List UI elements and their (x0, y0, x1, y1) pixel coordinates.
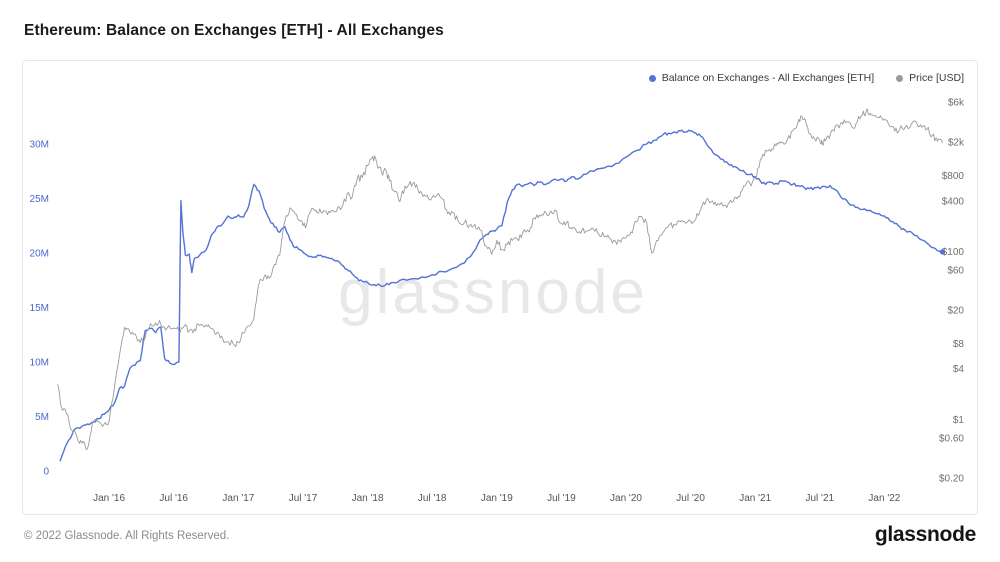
x-axis-tick: Jan '19 (481, 493, 513, 504)
right-axis-tick: $6k (948, 98, 965, 109)
chart-plot-area[interactable]: glassnode 0 5M 10M 15M 20M 25M 30M $0.20 $0.60 $1 $… (23, 61, 977, 514)
x-axis-tick: Jan '21 (739, 493, 771, 504)
x-axis-tick: Jan '18 (352, 493, 384, 504)
x-axis-tick: Jan '16 (93, 493, 125, 504)
chart-legend: Balance on Exchanges - All Exchanges [ET… (648, 72, 964, 84)
right-axis-tick: $0.60 (939, 433, 964, 444)
left-axis-tick: 5M (35, 412, 49, 423)
x-axis-tick: Jul '21 (806, 493, 835, 504)
glassnode-logo[interactable]: glassnode (874, 523, 976, 546)
right-axis-tick: $8 (953, 339, 965, 350)
right-axis-tick: $100 (942, 247, 965, 258)
page-title: Ethereum: Balance on Exchanges [ETH] - A… (24, 22, 444, 39)
series-end-dot (939, 249, 946, 255)
chart-card: glassnode 0 5M 10M 15M 20M 25M 30M $0.20 $0.60 $1 $… (22, 60, 978, 515)
right-axis-tick: $60 (947, 266, 964, 277)
x-axis-tick: Jul '17 (289, 493, 318, 504)
right-axis-tick: $2k (948, 138, 965, 149)
x-axis-tick: Jan '17 (222, 493, 254, 504)
left-axis-tick: 20M (30, 249, 49, 260)
right-axis-tick: $800 (942, 171, 965, 182)
watermark: glassnode (338, 258, 648, 327)
legend-label: Balance on Exchanges - All Exchanges [ET… (661, 72, 875, 84)
left-axis-tick: 25M (30, 194, 49, 205)
left-axis-tick: 0 (43, 467, 49, 478)
right-axis-tick: $4 (953, 364, 965, 375)
x-axis-tick: Jul '19 (547, 493, 576, 504)
x-axis-tick: Jul '18 (418, 493, 447, 504)
series-line-right (57, 108, 943, 450)
legend-label: Price [USD] (909, 72, 964, 84)
copyright-text: © 2022 Glassnode. All Rights Reserved. (24, 530, 230, 542)
x-axis-tick: Jan '22 (868, 493, 900, 504)
x-axis-tick: Jul '16 (159, 493, 188, 504)
legend-dot-icon (896, 74, 904, 82)
left-axis-tick: 30M (30, 140, 49, 151)
left-axis-tick: 15M (30, 303, 49, 314)
right-axis-tick: $1 (953, 415, 965, 426)
right-axis-tick: $0.20 (939, 474, 964, 485)
x-axis-tick: Jul '20 (676, 493, 705, 504)
x-axis-tick: Jan '20 (610, 493, 642, 504)
right-axis-tick: $400 (942, 196, 965, 207)
series-line-left (59, 129, 943, 462)
legend-item-1[interactable]: Price [USD] (896, 72, 964, 84)
left-axis-tick: 10M (30, 358, 49, 369)
legend-item-0[interactable]: Balance on Exchanges - All Exchanges [ET… (648, 72, 875, 84)
legend-dot-icon (648, 74, 656, 82)
right-axis-tick: $20 (947, 306, 964, 317)
